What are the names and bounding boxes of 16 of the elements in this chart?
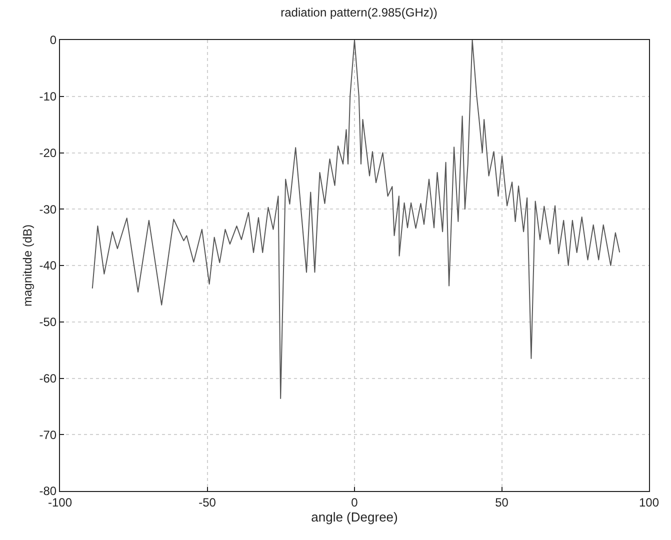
x-tick-label: 0	[351, 495, 358, 510]
x-tick-label: -50	[198, 495, 216, 510]
y-tick-label: 0	[50, 33, 57, 48]
x-tick-label: 50	[495, 495, 509, 510]
y-tick-label: -30	[39, 202, 57, 216]
y-tick-label: -70	[39, 428, 57, 442]
y-tick-label: -50	[39, 315, 57, 330]
y-tick-label: -10	[39, 90, 57, 104]
y-tick-label: -40	[39, 258, 57, 273]
y-axis-title: magnitude (dB)	[20, 224, 35, 307]
x-axis-title: angle (Degree)	[311, 509, 398, 524]
y-tick-label: -20	[39, 146, 57, 160]
y-tick-label: -60	[39, 371, 57, 386]
chart-title: radiation pattern(2.985(GHz))	[280, 6, 438, 20]
line-series	[92, 40, 620, 400]
x-tick-label: 100	[638, 495, 660, 510]
